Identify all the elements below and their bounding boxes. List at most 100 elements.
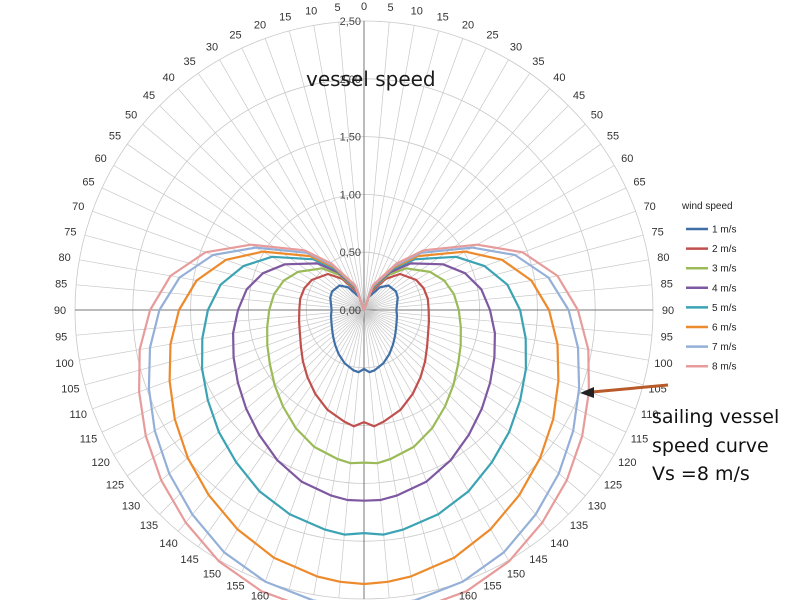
legend-entry: 1 m/s — [712, 225, 736, 236]
angular-spoke — [159, 309, 365, 515]
angle-tick-label: 10 — [305, 6, 317, 18]
angle-tick-label: 20 — [254, 19, 266, 31]
angular-spoke — [241, 309, 365, 573]
angular-spoke — [241, 47, 365, 311]
angle-tick-label: 60 — [95, 153, 107, 165]
radial-tick-label: 1,50 — [340, 132, 361, 144]
angular-spoke — [363, 59, 509, 311]
angle-tick-label: 50 — [125, 110, 137, 122]
angle-tick-label: 30 — [206, 42, 218, 54]
angle-tick-label: 115 — [631, 434, 649, 446]
series-curve — [329, 284, 399, 374]
angle-tick-label: 55 — [109, 131, 121, 143]
angle-tick-label: 160 — [459, 591, 477, 600]
angular-spoke — [338, 22, 365, 311]
angle-tick-label: 25 — [229, 30, 241, 42]
angular-spoke — [92, 309, 365, 410]
series-curve — [266, 267, 462, 465]
angular-spoke — [363, 309, 440, 590]
angle-tick-label: 25 — [486, 30, 498, 42]
angular-spoke — [363, 47, 487, 311]
radial-tick-label: 2,00 — [340, 74, 361, 86]
angular-spoke — [288, 30, 365, 311]
angular-spoke — [363, 187, 627, 311]
angle-tick-label: 30 — [510, 42, 522, 54]
angle-tick-label: 165 — [434, 599, 452, 600]
series-curve — [168, 250, 560, 586]
angular-spoke — [113, 165, 365, 311]
angle-tick-label: 155 — [226, 581, 244, 593]
angular-spoke — [127, 309, 365, 477]
angular-spoke — [79, 309, 365, 361]
angle-tick-label: 130 — [122, 500, 140, 512]
angle-tick-label: 85 — [55, 279, 67, 291]
angle-tick-label: 115 — [80, 434, 98, 446]
angle-tick-label: 105 — [61, 384, 79, 396]
angular-spoke — [142, 309, 365, 497]
angle-tick-label: 140 — [550, 538, 568, 550]
angle-tick-label: 45 — [573, 90, 585, 102]
angular-spoke — [363, 309, 390, 598]
series-curves — [138, 243, 590, 600]
annotation-arrowhead — [580, 387, 594, 398]
angle-tick-label: 35 — [532, 56, 544, 68]
annotation: sailing vessel speed curve Vs =8 m/s — [580, 383, 779, 485]
annotation-arrow — [591, 383, 669, 394]
angle-tick-label: 10 — [411, 6, 423, 18]
angular-spoke — [363, 309, 627, 433]
angular-spoke — [127, 143, 365, 311]
angle-tick-label: 55 — [607, 131, 619, 143]
series-curve — [298, 272, 430, 428]
angle-tick-label: 80 — [58, 252, 70, 264]
angle-tick-label: 125 — [106, 479, 124, 491]
angular-spoke — [101, 187, 365, 311]
angle-tick-label: 80 — [657, 252, 669, 264]
angle-tick-label: 120 — [92, 457, 110, 469]
angular-spoke — [363, 309, 509, 561]
annotation-line-2: speed curve — [652, 435, 769, 457]
legend-entry: 3 m/s — [712, 264, 736, 275]
angle-tick-label: 125 — [604, 479, 622, 491]
angular-spoke — [288, 309, 365, 590]
legend-entry: 2 m/s — [712, 244, 736, 255]
series-curve — [201, 255, 527, 536]
angular-spoke — [84, 234, 365, 311]
angle-tick-label: 100 — [55, 358, 73, 370]
angle-tick-label: 85 — [661, 279, 673, 291]
angular-spoke — [338, 309, 365, 598]
radial-tick-label: 0,00 — [340, 305, 361, 317]
angle-tick-label: 60 — [621, 153, 633, 165]
angular-spoke — [76, 309, 365, 336]
angle-tick-label: 150 — [507, 568, 525, 580]
legend-entry: 5 m/s — [712, 303, 736, 314]
angular-spoke — [363, 234, 644, 311]
angular-spoke — [363, 309, 649, 361]
angle-tick-label: 90 — [662, 305, 674, 317]
angular-spoke — [313, 25, 365, 311]
angle-tick-label: 110 — [70, 409, 88, 421]
angular-spoke — [363, 309, 601, 477]
angle-tick-label: 65 — [82, 177, 94, 189]
angular-spoke — [363, 38, 464, 311]
angular-spoke — [363, 309, 487, 573]
angular-spoke — [363, 309, 586, 497]
series-curve — [232, 262, 496, 502]
legend-entry: 7 m/s — [712, 342, 736, 353]
angle-tick-label: 15 — [437, 11, 449, 23]
angular-spoke — [264, 38, 365, 311]
angle-tick-label: 150 — [203, 568, 221, 580]
radial-tick-label: 0,50 — [340, 247, 361, 259]
angular-spoke — [363, 309, 644, 386]
angular-spoke — [363, 22, 390, 311]
angle-tick-label: 5 — [334, 2, 340, 14]
series-curve — [138, 243, 590, 600]
angular-spoke — [92, 210, 365, 311]
angle-tick-label: 120 — [618, 457, 636, 469]
angle-tick-label: 40 — [553, 72, 565, 84]
angular-spoke — [363, 165, 615, 311]
legend-entry: 6 m/s — [712, 323, 736, 334]
angle-tick-label: 15 — [279, 11, 291, 23]
angle-tick-label: 130 — [588, 500, 606, 512]
angle-tick-label: 5 — [387, 2, 393, 14]
angle-tick-label: 95 — [661, 332, 673, 344]
